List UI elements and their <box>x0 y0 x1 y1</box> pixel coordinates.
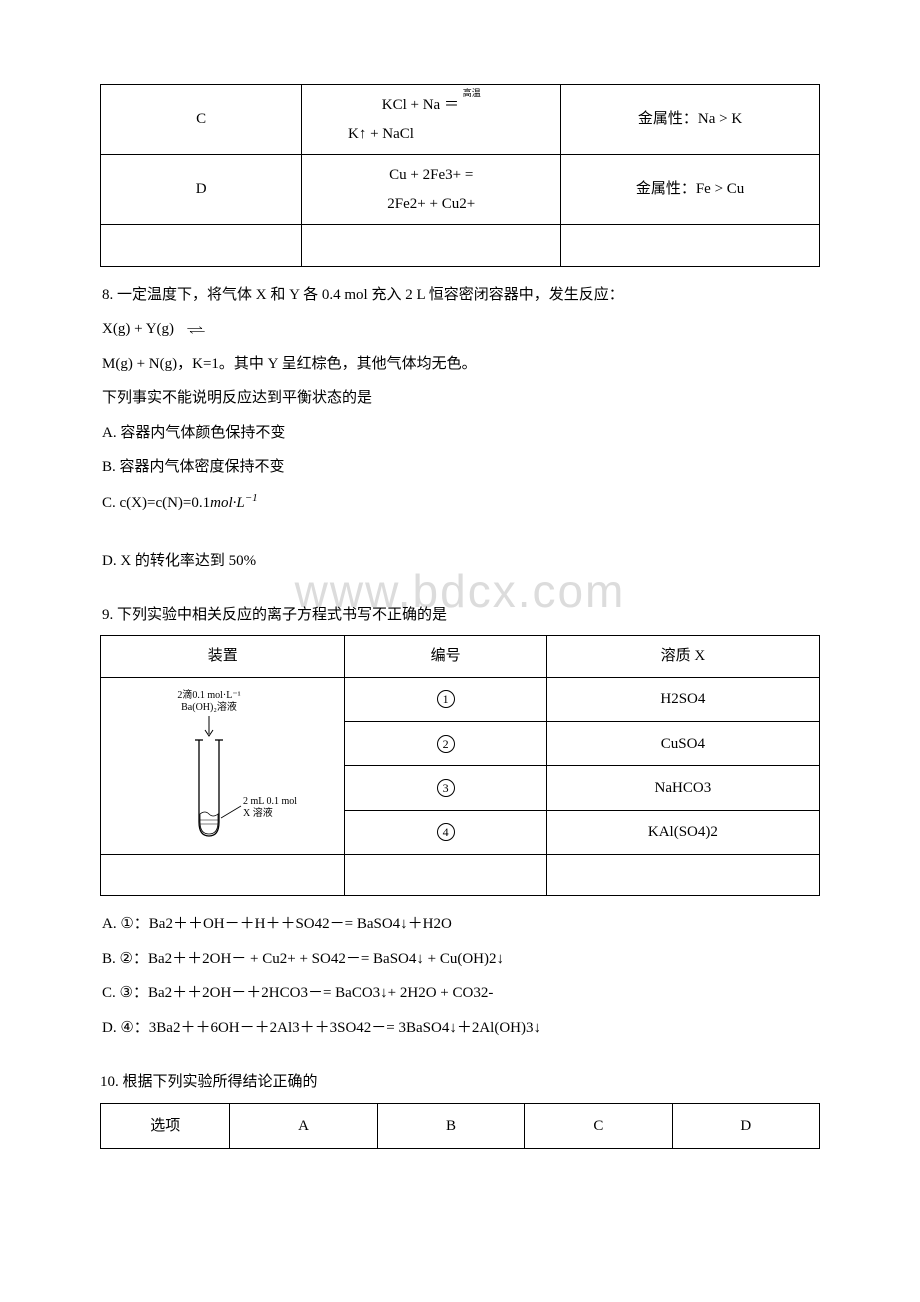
table-row: 2滴0.1 mol·L⁻¹ Ba(OH)₂溶液 2 mL 0.1 mol X 溶… <box>101 677 820 721</box>
table-q10: 选项 A B C D <box>100 1103 820 1150</box>
q8-c-unit: mol·L <box>210 495 245 511</box>
diagram-label-side1: 2 mL 0.1 mol <box>243 796 297 807</box>
q8-option-d: D. X 的转化率达到 50% <box>100 547 820 576</box>
q9-option-c: C. ③：Ba2＋＋2OH－＋2HCO3－= BaCO3↓+ 2H2O + CO… <box>100 979 820 1008</box>
q8-stem-3: 下列事实不能说明反应达到平衡状态的是 <box>100 384 820 413</box>
cell-solute: CuSO4 <box>546 722 819 766</box>
q8-option-a: A. 容器内气体颜色保持不变 <box>100 419 820 448</box>
q8-option-c: C. c(X)=c(N)=0.1mol·L−1 <box>100 488 820 518</box>
cell-reaction: Cu + 2Fe3+ = 2Fe2+ + Cu2+ <box>302 155 561 225</box>
header-option-label: 选项 <box>101 1103 230 1149</box>
diagram-label-side2: X 溶液 <box>243 806 273 819</box>
cell-reaction: KCl + Na ＝ 高温 K↑ + NaCl <box>302 85 561 155</box>
table-row-empty <box>101 854 820 896</box>
table-header-row: 选项 A B C D <box>101 1103 820 1149</box>
q8-option-b: B. 容器内气体密度保持不变 <box>100 453 820 482</box>
header-b: B <box>377 1103 524 1149</box>
circled-number: 2 <box>437 735 455 753</box>
diagram-label-top2: Ba(OH)₂溶液 <box>181 700 237 713</box>
q9-stem: 9. 下列实验中相关反应的离子方程式书写不正确的是 <box>100 601 820 630</box>
table-header-row: 装置 编号 溶质 X <box>101 636 820 678</box>
test-tube-diagram-icon: 2滴0.1 mol·L⁻¹ Ba(OH)₂溶液 2 mL 0.1 mol X 溶… <box>133 686 313 846</box>
table-q7-partial: C KCl + Na ＝ 高温 K↑ + NaCl 金属性：Na > K D C… <box>100 84 820 267</box>
circled-number: 1 <box>437 690 455 708</box>
header-solute: 溶质 X <box>546 636 819 678</box>
cell-number: 3 <box>345 766 546 810</box>
cell-number: 1 <box>345 677 546 721</box>
q10-stem: 10. 根据下列实验所得结论正确的 <box>100 1068 820 1097</box>
q8-stem-1: 8. 一定温度下，将气体 X 和 Y 各 0.4 mol 充入 2 L 恒容密闭… <box>100 281 820 310</box>
cell-number: 4 <box>345 810 546 854</box>
header-device: 装置 <box>101 636 345 678</box>
header-d: D <box>672 1103 819 1149</box>
q9-option-b: B. ②：Ba2＋＋2OH－ + Cu2+ + SO42－= BaSO4↓ + … <box>100 945 820 974</box>
reaction-line1: Cu + 2Fe3+ = <box>389 167 473 183</box>
q8-c-exp: −1 <box>245 492 258 504</box>
cell-device-diagram: 2滴0.1 mol·L⁻¹ Ba(OH)₂溶液 2 mL 0.1 mol X 溶… <box>101 677 345 854</box>
cell-solute: NaHCO3 <box>546 766 819 810</box>
cell-solute: KAl(SO4)2 <box>546 810 819 854</box>
q8-stem-2: M(g) + N(g)，K=1。其中 Y 呈红棕色，其他气体均无色。 <box>100 350 820 379</box>
reaction-line2: 2Fe2+ + Cu2+ <box>387 196 475 212</box>
q9-option-d: D. ④：3Ba2＋＋6OH－＋2Al3＋＋3SO42－= 3BaSO4↓＋2A… <box>100 1014 820 1043</box>
cell-option: C <box>101 85 302 155</box>
header-number: 编号 <box>345 636 546 678</box>
cell-conclusion: 金属性：Fe > Cu <box>561 155 820 225</box>
circled-number: 3 <box>437 779 455 797</box>
equilibrium-arrow-icon <box>185 326 207 334</box>
header-c: C <box>525 1103 672 1149</box>
cell-option: D <box>101 155 302 225</box>
cell-solute: H2SO4 <box>546 677 819 721</box>
q8-eq-left: X(g) + Y(g) <box>102 321 174 337</box>
table-row-empty <box>101 225 820 267</box>
cell-number: 2 <box>345 722 546 766</box>
cell-conclusion: 金属性：Na > K <box>561 85 820 155</box>
table-row: D Cu + 2Fe3+ = 2Fe2+ + Cu2+ 金属性：Fe > Cu <box>101 155 820 225</box>
circled-number: 4 <box>437 823 455 841</box>
reaction-line2: K↑ + NaCl <box>348 120 514 149</box>
q9-option-a: A. ①：Ba2＋＋OH－＋H＋＋SO42－= BaSO4↓＋H2O <box>100 910 820 939</box>
reaction-condition: 高温 <box>463 88 481 98</box>
reaction-line1: KCl + Na ＝ <box>382 97 459 113</box>
q8-c-prefix: C. c(X)=c(N)=0.1 <box>102 495 210 511</box>
table-row: C KCl + Na ＝ 高温 K↑ + NaCl 金属性：Na > K <box>101 85 820 155</box>
diagram-label-top1: 2滴0.1 mol·L⁻¹ <box>177 688 240 701</box>
table-q9: 装置 编号 溶质 X 2滴0.1 mol·L⁻¹ Ba(OH)₂溶液 <box>100 635 820 896</box>
header-a: A <box>230 1103 377 1149</box>
q8-equation: X(g) + Y(g) <box>100 315 820 344</box>
